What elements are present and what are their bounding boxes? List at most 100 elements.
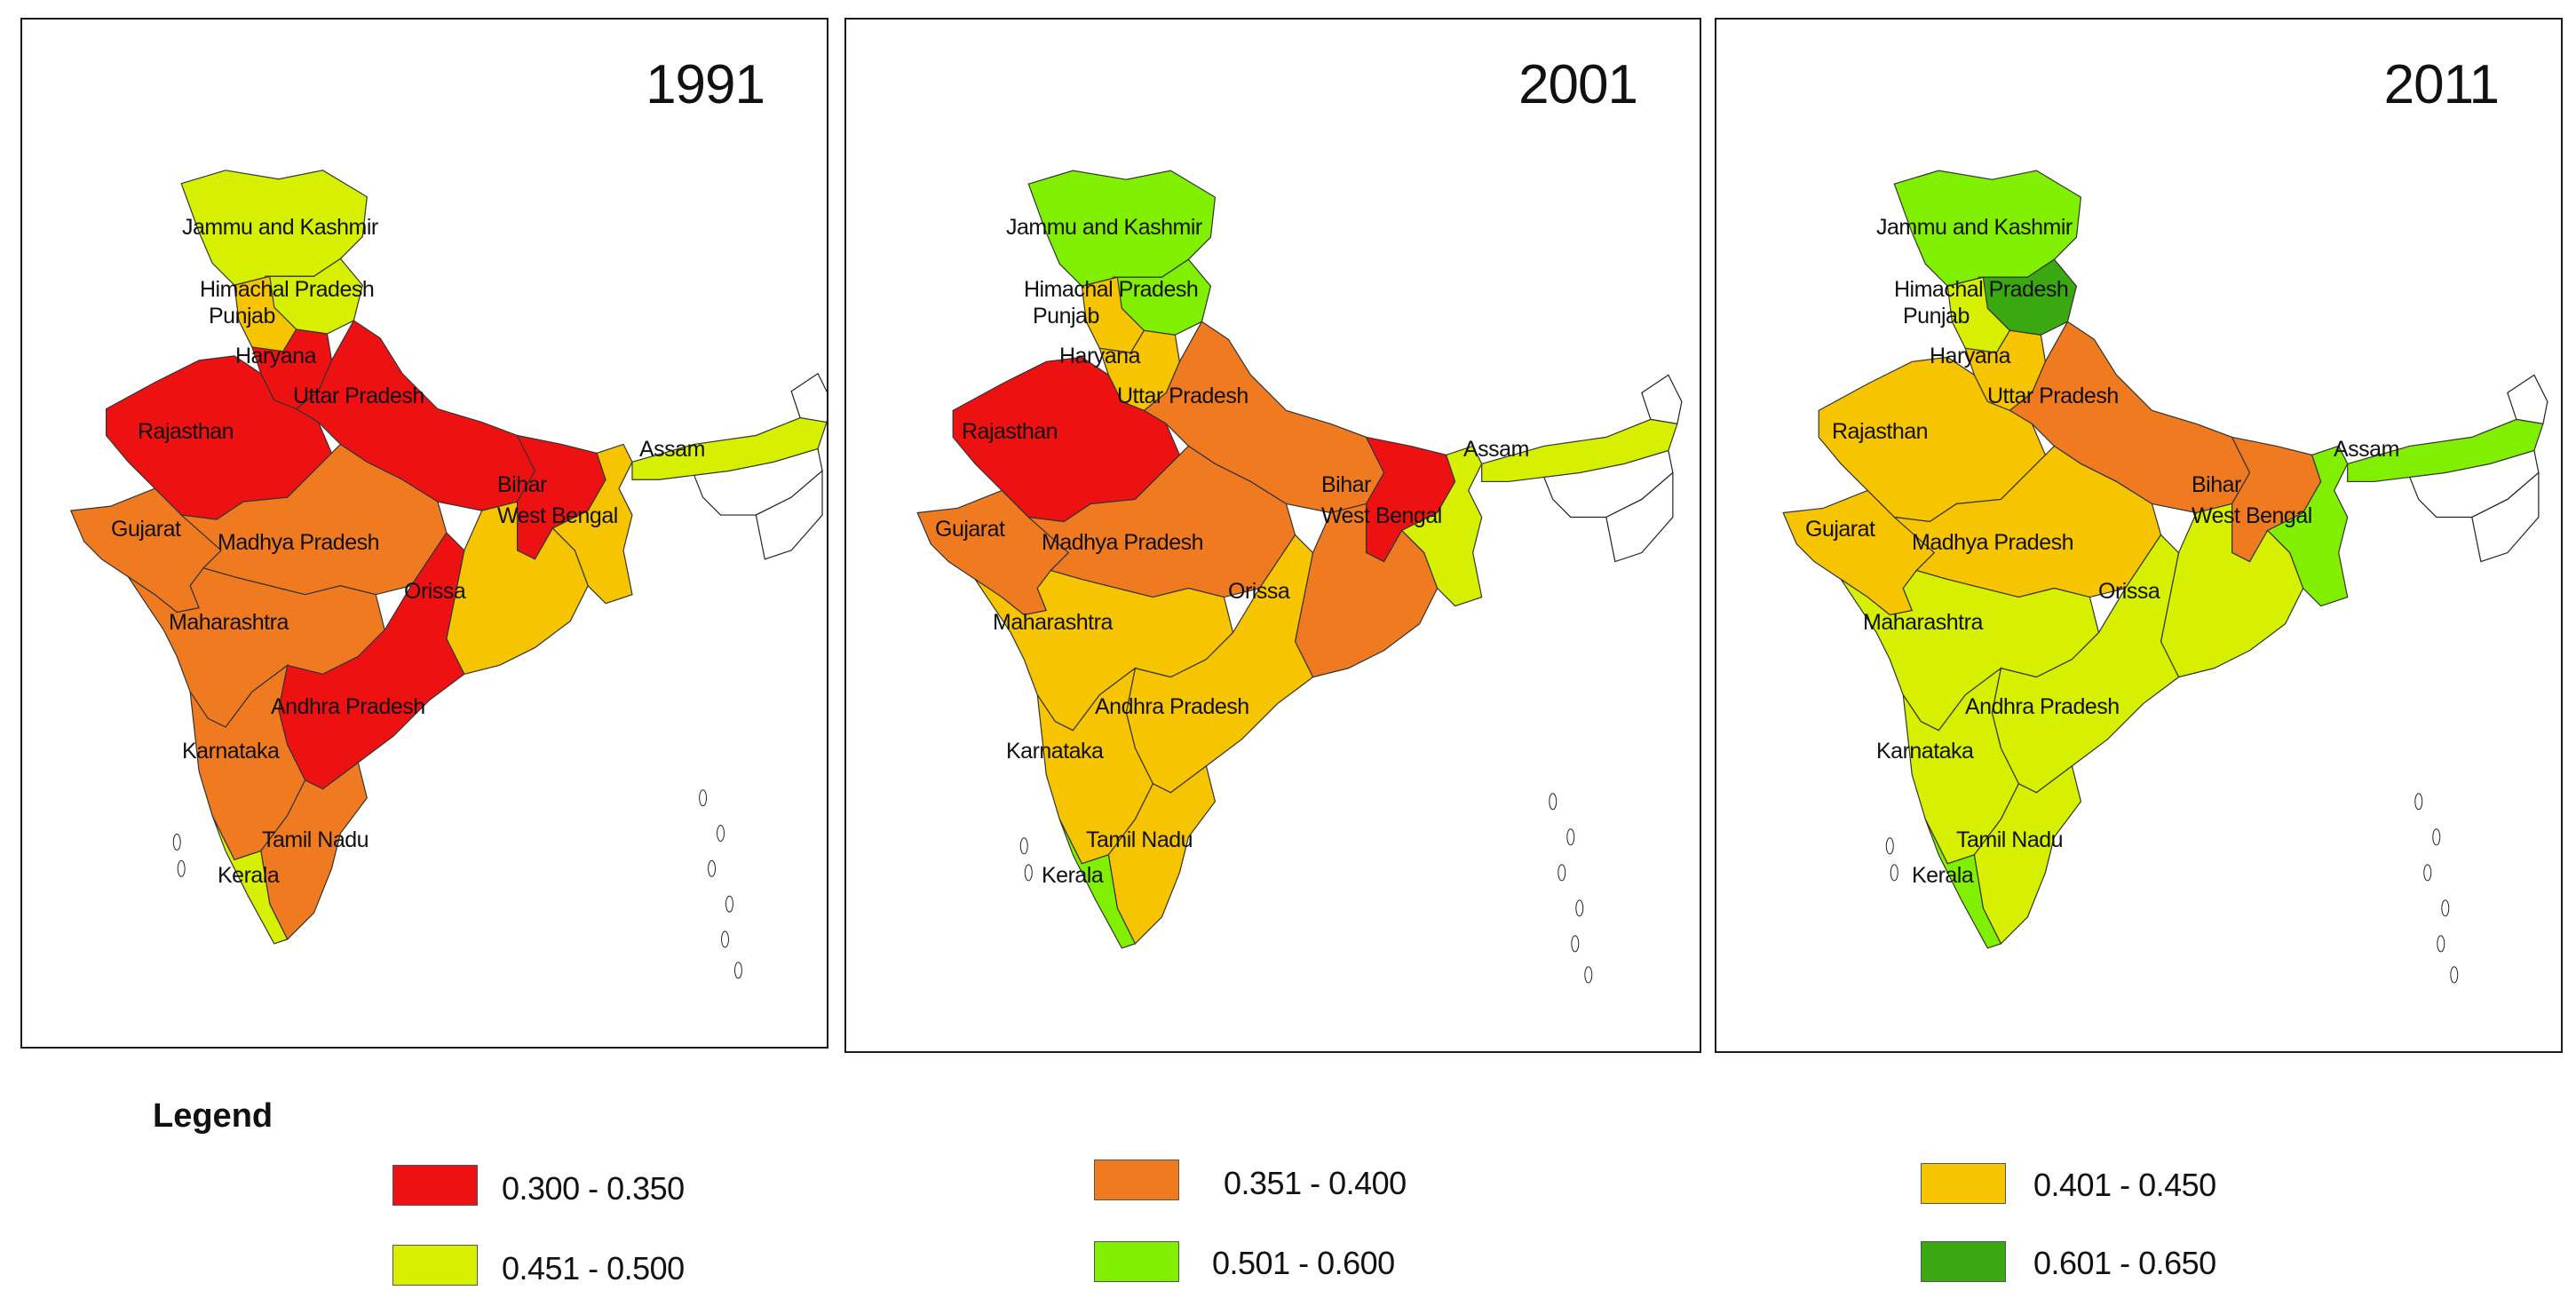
island-7: [1024, 864, 1033, 882]
state-label-or: Orissa: [404, 579, 466, 604]
state-label-rj: Rajasthan: [1832, 419, 1929, 444]
state-label-hr: Haryana: [235, 344, 317, 368]
legend-swatch-1: [1094, 1160, 1179, 1200]
state-label-kl: Kerala: [1042, 863, 1104, 888]
state-label-rj: Rajasthan: [138, 419, 234, 444]
state-label-hr: Haryana: [1059, 344, 1141, 368]
outline-region-2: [2471, 471, 2540, 563]
state-label-jk: Jammu and Kashmir: [1876, 215, 2073, 240]
island-5: [2450, 966, 2459, 984]
outline-region-1: [2507, 374, 2548, 425]
state-label-ka: Karnataka: [1006, 739, 1104, 764]
state-label-mp: Madhya Pradesh: [1912, 530, 2074, 555]
island-0: [2414, 793, 2423, 811]
island-3: [725, 895, 733, 913]
state-label-as: Assam: [639, 437, 705, 462]
island-0: [699, 789, 708, 807]
state-wb: [551, 443, 633, 605]
state-label-up: Uttar Pradesh: [1117, 384, 1248, 408]
state-label-hp: Himachal Pradesh: [200, 277, 375, 302]
legend-swatch-2: [1921, 1163, 2006, 1204]
state-label-hr: Haryana: [1930, 344, 2011, 368]
state-label-wb: West Bengal: [1321, 503, 1442, 528]
map-year: 2001: [1518, 54, 1638, 115]
island-3: [1575, 899, 1584, 917]
state-label-or: Orissa: [2098, 579, 2160, 604]
state-label-up: Uttar Pradesh: [1987, 384, 2119, 408]
island-5: [733, 962, 742, 979]
state-as: [1481, 418, 1678, 483]
state-label-mh: Maharashtra: [993, 610, 1113, 635]
state-label-up: Uttar Pradesh: [293, 384, 424, 408]
state-label-as: Assam: [1463, 437, 1529, 462]
state-label-mp: Madhya Pradesh: [1042, 530, 1204, 555]
state-label-bh: Bihar: [1321, 472, 1371, 497]
state-label-tn: Tamil Nadu: [262, 827, 369, 852]
island-6: [1019, 837, 1028, 855]
map-panel-1991: 1991 Jammu and Kashmir Himachal Pradesh Pu…: [20, 18, 828, 1049]
outline-region-1: [1641, 374, 1683, 425]
legend-title: Legend: [153, 1097, 273, 1135]
state-label-ka: Karnataka: [182, 739, 280, 764]
outline-region-1: [790, 372, 827, 423]
india-map: [916, 170, 1683, 984]
state-as: [631, 416, 827, 480]
state-label-bh: Bihar: [2192, 472, 2241, 497]
island-0: [1549, 793, 1557, 811]
legend-swatch-3: [392, 1245, 478, 1286]
island-6: [172, 834, 181, 851]
legend-range-3: 0.451 - 0.500: [502, 1250, 685, 1286]
island-2: [708, 859, 717, 877]
state-label-tn: Tamil Nadu: [1956, 827, 2064, 852]
island-7: [1890, 864, 1898, 882]
island-5: [1584, 966, 1593, 984]
state-label-wb: West Bengal: [2192, 503, 2312, 528]
state-label-kl: Kerala: [218, 863, 280, 888]
state-label-pb: Punjab: [1033, 304, 1099, 328]
state-kl: [1924, 819, 2002, 949]
legend-swatch-5: [1921, 1241, 2006, 1282]
state-label-gj: Gujarat: [1805, 517, 1875, 542]
map-panel-2011: 2011 Jammu and Kashmir Himachal Pradesh Pu…: [1715, 18, 2563, 1053]
legend-range-5: 0.601 - 0.650: [2033, 1245, 2216, 1281]
legend-range-1: 0.351 - 0.400: [1224, 1165, 1407, 1201]
outline-region-2: [755, 470, 823, 560]
legend-range-4: 0.501 - 0.600: [1212, 1245, 1395, 1281]
state-label-jk: Jammu and Kashmir: [1006, 215, 1202, 240]
state-label-rj: Rajasthan: [962, 419, 1058, 444]
state-label-mh: Maharashtra: [1863, 610, 1983, 635]
island-1: [2432, 828, 2441, 846]
island-4: [721, 930, 729, 948]
island-2: [2423, 864, 2432, 882]
india-map: [1782, 170, 2548, 984]
state-as: [2347, 418, 2544, 483]
legend-swatch-0: [392, 1165, 478, 1206]
island-6: [1885, 837, 1894, 855]
state-label-mh: Maharashtra: [169, 610, 289, 635]
map-year: 1991: [646, 54, 765, 115]
island-1: [1566, 828, 1575, 846]
state-label-jk: Jammu and Kashmir: [182, 215, 378, 240]
state-label-gj: Gujarat: [111, 517, 181, 542]
state-kl: [211, 815, 289, 945]
state-kl: [1058, 819, 1137, 949]
state-label-ka: Karnataka: [1876, 739, 1974, 764]
island-4: [2437, 935, 2445, 953]
island-4: [1571, 935, 1580, 953]
state-label-bh: Bihar: [497, 472, 547, 497]
state-label-pb: Punjab: [209, 304, 275, 328]
state-label-or: Orissa: [1228, 579, 1290, 604]
india-map: [69, 170, 827, 979]
state-wb: [2266, 445, 2349, 607]
island-3: [2441, 899, 2450, 917]
state-label-pb: Punjab: [1903, 304, 1970, 328]
legend-range-0: 0.300 - 0.350: [502, 1170, 685, 1207]
map-year: 2011: [2383, 54, 2500, 115]
state-label-ap: Andhra Pradesh: [1095, 694, 1249, 719]
legend-swatch-4: [1094, 1241, 1179, 1282]
state-label-gj: Gujarat: [935, 517, 1005, 542]
state-label-hp: Himachal Pradesh: [1894, 277, 2069, 302]
outline-region-2: [1605, 471, 1674, 563]
state-label-ap: Andhra Pradesh: [1965, 694, 2120, 719]
island-1: [717, 825, 725, 842]
